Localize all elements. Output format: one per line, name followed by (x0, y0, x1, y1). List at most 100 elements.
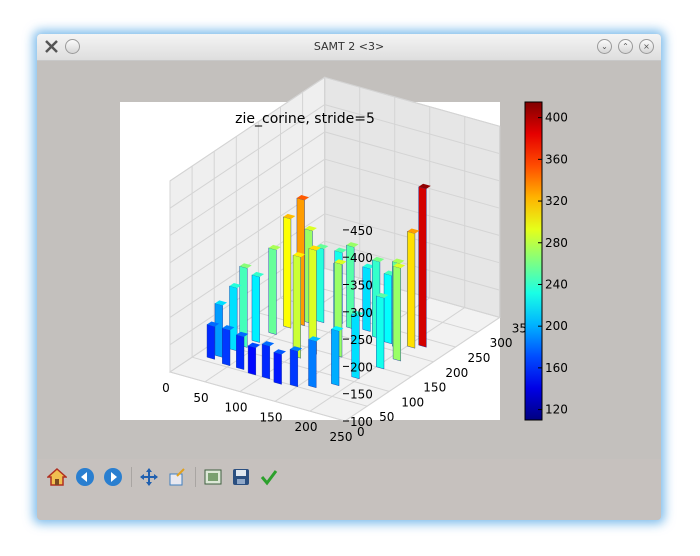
window-title: SAMT 2 <3> (313, 40, 385, 53)
grid-line (169, 104, 325, 209)
surface-bar (283, 216, 292, 329)
forward-icon[interactable] (103, 467, 123, 487)
surface-top (290, 346, 303, 352)
surface-top (283, 213, 296, 220)
x-tick-label: 200 (295, 420, 318, 434)
colorbar-tick-label: 360 (545, 152, 568, 166)
colorbar-tick-label: 240 (545, 277, 568, 291)
colorbar-tick-label: 200 (545, 319, 568, 333)
z-tick-label: 200 (350, 360, 373, 374)
surface-bar (308, 338, 317, 389)
surface-bar (261, 343, 271, 380)
save-icon[interactable] (231, 467, 251, 487)
surface-top (268, 244, 281, 251)
surface-top (334, 259, 347, 265)
surface-top (392, 258, 405, 264)
z-tick-label: 350 (350, 279, 373, 293)
toolbar-separator (131, 467, 132, 487)
surface-top (251, 271, 265, 278)
surface-bar (351, 313, 360, 380)
surface-top (316, 243, 329, 250)
grid-line (309, 307, 465, 412)
surface-bar (392, 265, 401, 362)
colorbar-tick-label: 400 (545, 111, 568, 125)
app-window: SAMT 2 <3> ⌄ ⌃ × 0 50 100 150 200 250 0 50 100 15… (37, 34, 661, 520)
toolbar-separator (195, 467, 196, 487)
subplots-icon[interactable] (203, 467, 223, 487)
surface-top (393, 263, 406, 269)
check-icon[interactable] (259, 467, 279, 487)
grid-line (324, 131, 500, 182)
colorbar-tick-label: 120 (545, 403, 568, 417)
surface-bar (292, 254, 301, 359)
figure-canvas[interactable]: 0 50 100 150 200 250 0 50 100 150 200 250 300 350 100 1… (37, 61, 661, 459)
surface-top (334, 247, 347, 253)
surface-top (308, 336, 321, 342)
surface-top (273, 349, 287, 355)
menu-button[interactable] (65, 39, 80, 54)
x-tick-label: 100 (225, 401, 248, 415)
surface-bar (362, 266, 371, 332)
surface-top (222, 325, 235, 331)
app-icon (45, 40, 58, 53)
surface-top (418, 183, 431, 189)
surface-top (236, 331, 249, 337)
z-tick-label: 300 (350, 306, 373, 320)
surface-bar (316, 246, 325, 324)
surface-bar (289, 348, 298, 388)
surface-bar (236, 334, 245, 370)
surface-top (262, 341, 275, 347)
y-tick-label: 50 (379, 410, 394, 424)
x-tick-label: 50 (193, 391, 208, 405)
y-tick-label: 150 (423, 381, 446, 395)
x-tick-label: 0 (162, 381, 170, 395)
y-tick-label: 100 (401, 395, 424, 409)
surface-bar (376, 295, 385, 370)
surface-top (214, 300, 228, 306)
surface-bar (229, 285, 238, 352)
minimize-button[interactable]: ⌄ (597, 39, 612, 54)
zoom-icon[interactable] (167, 467, 187, 487)
grid-line (169, 76, 325, 182)
grid-line (169, 158, 325, 264)
y-tick-label: 0 (357, 425, 365, 439)
surface-top (346, 242, 359, 248)
grid-line (324, 158, 500, 209)
y-tick-label: 300 (490, 336, 513, 350)
surface-bar (273, 351, 282, 385)
grid-line (344, 316, 500, 422)
maximize-button[interactable]: ⌃ (618, 39, 633, 54)
surface-top (351, 310, 364, 317)
surface-top (293, 252, 306, 258)
z-tick-label: 250 (350, 333, 373, 347)
z-tick-label: 100 (350, 415, 373, 429)
surface-top (308, 245, 321, 251)
surface-bar (214, 303, 223, 358)
surface-bar (247, 345, 257, 376)
grid-line (169, 131, 325, 236)
surface-top (248, 342, 261, 348)
grid-line (324, 104, 500, 155)
grid-line (324, 76, 500, 127)
surface-top (207, 321, 220, 327)
back-icon[interactable] (75, 467, 95, 487)
surface-bar (383, 273, 392, 345)
home-icon[interactable] (47, 467, 67, 487)
colorbar-bar (524, 101, 543, 421)
y-tick-label: 250 (468, 351, 491, 365)
surface-bars (206, 183, 431, 389)
navigation-toolbar (37, 459, 661, 520)
close-button[interactable]: × (639, 39, 654, 54)
colorbar-tick-label: 280 (545, 236, 568, 250)
surface-top (304, 225, 317, 231)
z-tick-label: 150 (350, 388, 373, 402)
surface-top (407, 228, 420, 234)
x-tick-label: 150 (260, 410, 283, 424)
surface-top (296, 195, 310, 201)
chart-title: zie_corine, stride=5 (235, 111, 375, 127)
surface-bar (251, 274, 260, 343)
surface-bar (418, 186, 427, 348)
pan-icon[interactable] (139, 467, 159, 487)
